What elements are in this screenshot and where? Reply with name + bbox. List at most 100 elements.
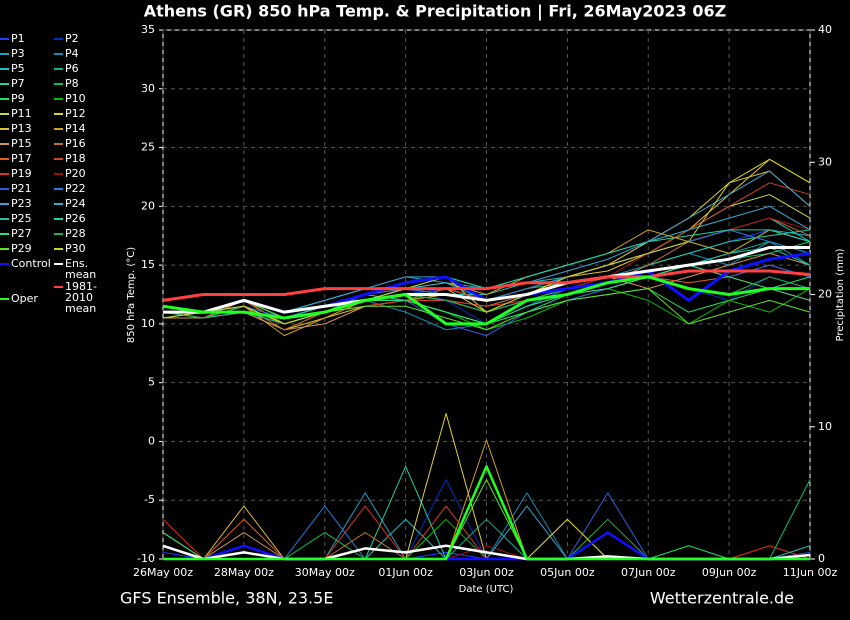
- legend-label: P27: [11, 227, 32, 240]
- legend-swatch: [0, 98, 9, 100]
- legend-swatch: [54, 248, 63, 250]
- legend-label: P16: [65, 137, 86, 150]
- legend-entry: P2: [54, 33, 126, 44]
- legend-label: P7: [11, 77, 25, 90]
- legend-swatch: [0, 38, 9, 40]
- legend-entry: P30: [54, 243, 126, 254]
- legend-label: P3: [11, 47, 25, 60]
- legend-label: P24: [65, 197, 86, 210]
- y2-axis-label: Precipitation (mm): [835, 248, 846, 341]
- legend-entry: P21: [0, 183, 52, 194]
- legend-entry: P8: [54, 78, 126, 89]
- legend-entry: P9: [0, 93, 52, 104]
- chart-title: Athens (GR) 850 hPa Temp. & Precipitatio…: [144, 2, 727, 22]
- legend-entry: Ens. mean: [54, 258, 126, 280]
- legend-swatch: [54, 203, 63, 205]
- legend-label: P1: [11, 32, 25, 45]
- legend-entry: P13: [0, 123, 52, 134]
- legend-label: P2: [65, 32, 79, 45]
- legend-entry: Oper: [0, 293, 52, 304]
- legend-swatch: [54, 173, 63, 175]
- legend-label: P23: [11, 197, 32, 210]
- legend-entry: Control: [0, 258, 52, 269]
- legend-entry: P22: [54, 183, 126, 194]
- legend-label: Oper: [11, 291, 38, 305]
- legend-label: P5: [11, 62, 25, 75]
- legend-entry: P20: [54, 168, 126, 179]
- temp-line: [162, 269, 811, 302]
- y-tick-label: 25: [141, 141, 155, 154]
- legend-swatch: [0, 128, 9, 130]
- legend-label: P21: [11, 182, 32, 195]
- x-tick-label: 30May 00z: [295, 566, 355, 579]
- legend-label: P30: [65, 242, 86, 255]
- legend-label: P14: [65, 122, 86, 135]
- legend-swatch: [0, 188, 9, 190]
- legend-entry: P15: [0, 138, 52, 149]
- legend-entry: P17: [0, 153, 52, 164]
- legend-entry: P6: [54, 63, 126, 74]
- y-tick-label: 5: [148, 376, 155, 389]
- legend-swatch: [0, 233, 9, 235]
- legend-entry: P26: [54, 213, 126, 224]
- legend-swatch: [0, 218, 9, 220]
- legend-label: P6: [65, 62, 79, 75]
- legend-swatch: [54, 218, 63, 220]
- legend-swatch: [54, 233, 63, 235]
- x-tick-label: 28May 00z: [214, 566, 274, 579]
- temp-line: [163, 288, 811, 331]
- precip-line: [162, 544, 811, 561]
- legend-swatch: [0, 203, 9, 205]
- legend-entry: P25: [0, 213, 52, 224]
- y2-tick-label: 20: [818, 288, 832, 301]
- x-tick-label: 11Jun 00z: [783, 566, 838, 579]
- legend-label: P4: [65, 47, 79, 60]
- temp-line: [163, 229, 811, 337]
- y-tick-label: 15: [141, 258, 155, 271]
- y-tick-label: -5: [144, 493, 155, 506]
- legend-label: P29: [11, 242, 32, 255]
- legend-label: P15: [11, 137, 32, 150]
- x-tick-label: 26May 00z: [133, 566, 193, 579]
- legend-entry: P12: [54, 108, 126, 119]
- legend-label: P10: [65, 92, 86, 105]
- legend-entry: 1981-2010 mean: [54, 281, 126, 314]
- temp-line: [163, 245, 810, 314]
- x-tick-label: 07Jun 00z: [621, 566, 676, 579]
- legend-label: P8: [65, 77, 79, 90]
- y2-tick-label: 10: [818, 420, 832, 433]
- legend-label: 1981-2010 mean: [65, 279, 97, 315]
- legend-swatch: [54, 128, 63, 130]
- legend-swatch: [54, 98, 63, 100]
- legend-swatch: [54, 285, 63, 288]
- legend-entry: P7: [0, 78, 52, 89]
- legend-swatch: [0, 143, 9, 145]
- x-axis-label: Date (UTC): [459, 584, 514, 595]
- y2-tick-label: 40: [818, 23, 832, 36]
- x-tick-label: 05Jun 00z: [540, 566, 595, 579]
- legend-swatch: [0, 83, 9, 85]
- legend-entry: P28: [54, 228, 126, 239]
- legend-swatch: [0, 158, 9, 160]
- legend-entry: P10: [54, 93, 126, 104]
- y-tick-label: 30: [141, 82, 155, 95]
- legend-label: P18: [65, 152, 86, 165]
- legend-swatch: [54, 143, 63, 145]
- legend-entry: P16: [54, 138, 126, 149]
- legend-swatch: [0, 113, 9, 115]
- legend-label: P13: [11, 122, 32, 135]
- legend-swatch: [54, 38, 63, 40]
- y-tick-label: 20: [141, 199, 155, 212]
- legend-entry: P19: [0, 168, 52, 179]
- y2-tick-label: 0: [818, 552, 825, 565]
- legend-entry: P11: [0, 108, 52, 119]
- legend-label: P22: [65, 182, 86, 195]
- legend-swatch: [54, 188, 63, 190]
- legend-label: P12: [65, 107, 86, 120]
- legend-swatch: [0, 248, 9, 250]
- legend-swatch: [54, 263, 63, 265]
- x-tick-label: 01Jun 00z: [378, 566, 433, 579]
- y-tick-label: 0: [148, 434, 155, 447]
